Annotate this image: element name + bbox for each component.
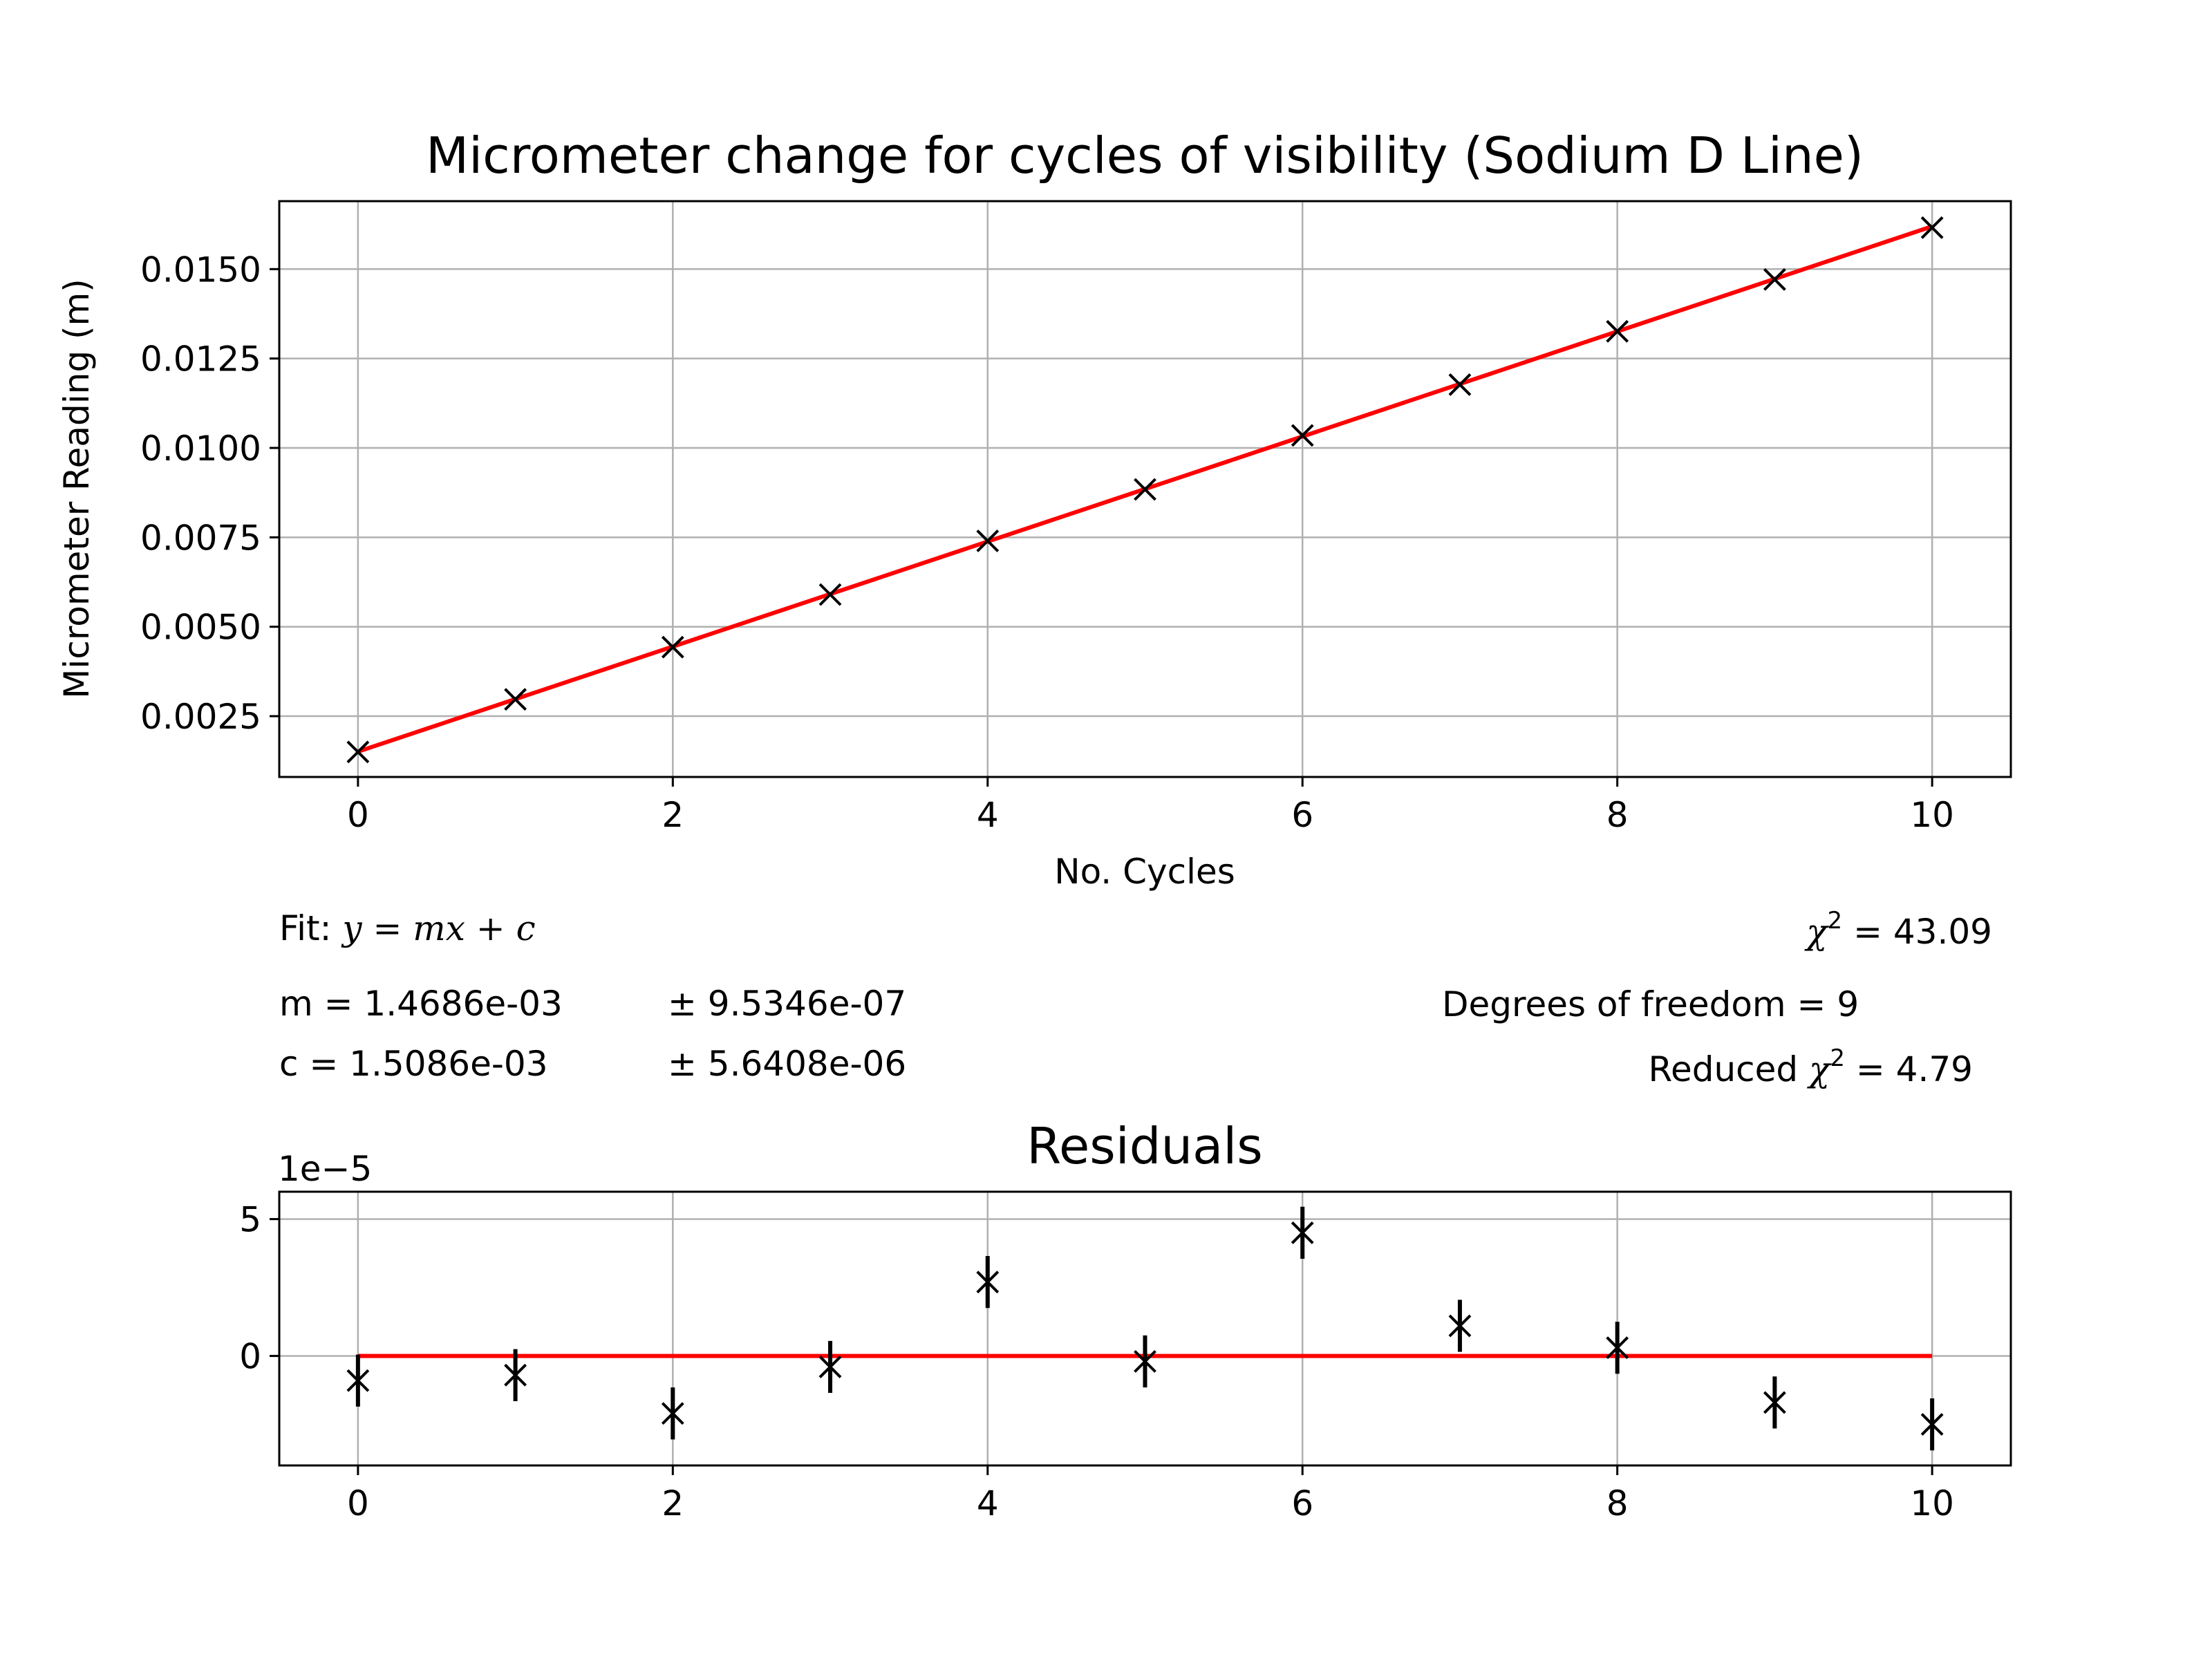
residuals-x-tick-label: 6	[1291, 1483, 1313, 1524]
residuals-chart-title: Residuals	[1027, 1117, 1263, 1175]
residuals-y-ticks: 05	[239, 1200, 279, 1377]
main-y-ticks: 0.0025 0.0050 0.0075 0.0100 0.0125 0.0150	[140, 250, 279, 737]
main-x-tick-label: 4	[977, 795, 999, 835]
chi-superscript: 2	[1827, 907, 1843, 935]
main-plot-frame	[278, 200, 2012, 778]
main-x-tick-label: 2	[662, 795, 684, 835]
main-y-tick-label: 0.0075	[140, 518, 261, 558]
c-uncertainty: ± 5.6408e-06	[668, 1044, 907, 1084]
c-value: c = 1.5086e-03	[279, 1044, 548, 1084]
residuals-offset-text: 1e−5	[278, 1149, 372, 1189]
residuals-data-point	[1920, 1413, 1944, 1436]
fit-equation: Fit: y = mx + c	[279, 911, 536, 946]
main-data-point	[1763, 268, 1786, 291]
main-data-point	[1291, 424, 1314, 447]
residuals-x-tick-label: 4	[977, 1483, 999, 1524]
residuals-x-tick-label: 8	[1606, 1483, 1629, 1524]
main-data-point	[976, 529, 1000, 552]
residuals-x-tick-label: 2	[662, 1483, 684, 1524]
reduced-chi-value: = 4.79	[1844, 1049, 1973, 1089]
fit-equation-rest: = mx + c	[362, 908, 536, 948]
main-data-point	[504, 688, 527, 711]
fit-y-symbol: y	[342, 908, 362, 948]
chi-squared: χ2 = 43.09	[1806, 909, 1992, 952]
main-chart: Micrometer change for cycles of visibili…	[57, 126, 2012, 892]
main-data-point	[1920, 216, 1944, 239]
residuals-x-tick-label: 0	[347, 1483, 369, 1524]
main-y-tick-label: 0.0050	[140, 608, 261, 648]
residuals-x-tick-label: 10	[1910, 1483, 1954, 1524]
residuals-y-tick-label: 5	[239, 1200, 261, 1240]
degrees-of-freedom: Degrees of freedom = 9	[1442, 984, 1859, 1024]
main-data-point	[346, 740, 370, 764]
m-uncertainty: ± 9.5346e-07	[668, 984, 907, 1024]
residuals-data-point	[1763, 1391, 1786, 1414]
reduced-prefix: Reduced	[1648, 1049, 1810, 1089]
main-data-point	[818, 583, 842, 606]
main-x-tick-label: 10	[1910, 795, 1954, 835]
main-x-tick-label: 8	[1606, 795, 1629, 835]
residuals-data-point	[504, 1363, 527, 1387]
residuals-chart: Residuals 1e−5 0 2 4 6 8 10 05	[239, 1117, 2012, 1524]
residuals-x-ticks: 0 2 4 6 8 10	[347, 1465, 1954, 1524]
main-x-axis-label: No. Cycles	[1054, 852, 1235, 892]
reduced-chi-symbol: χ	[1809, 1049, 1830, 1089]
reduced-chi-superscript: 2	[1830, 1044, 1845, 1072]
main-data-point	[1134, 478, 1156, 501]
m-value: m = 1.4686e-03	[279, 984, 563, 1024]
main-x-tick-label: 0	[347, 795, 369, 835]
reduced-chi-squared: Reduced χ2 = 4.79	[1648, 1047, 1973, 1089]
main-x-ticks: 0 2 4 6 8 10	[347, 777, 1954, 835]
residuals-data-point	[976, 1271, 1000, 1294]
main-y-tick-label: 0.0100	[140, 429, 261, 469]
residuals-data-point	[1606, 1336, 1629, 1360]
chi-value: = 43.09	[1842, 912, 1992, 952]
main-y-tick-label: 0.0125	[140, 339, 261, 379]
main-data-point	[1448, 373, 1472, 396]
residuals-data-point	[661, 1402, 684, 1425]
fit-prefix: Fit:	[279, 908, 343, 948]
main-x-tick-label: 6	[1291, 795, 1313, 835]
main-y-tick-label: 0.0150	[140, 250, 261, 290]
chi-symbol: χ	[1806, 912, 1828, 952]
residuals-data-point	[818, 1356, 842, 1378]
residuals-data-point	[346, 1369, 370, 1392]
main-data-point	[661, 635, 684, 659]
residuals-plot-frame	[278, 1190, 2012, 1467]
main-data-points	[346, 216, 1944, 764]
main-y-tick-label: 0.0025	[140, 697, 261, 737]
residuals-y-tick-label: 0	[239, 1337, 261, 1377]
main-chart-grid	[279, 201, 2011, 777]
main-y-axis-label: Micrometer Reading (m)	[57, 279, 97, 698]
residuals-data-point	[1448, 1314, 1472, 1338]
main-chart-title: Micrometer change for cycles of visibili…	[426, 126, 1864, 185]
residuals-data-point	[1134, 1350, 1156, 1373]
residuals-data-points	[346, 1206, 1944, 1451]
residuals-data-point	[1291, 1221, 1314, 1244]
main-data-point	[1606, 319, 1629, 343]
